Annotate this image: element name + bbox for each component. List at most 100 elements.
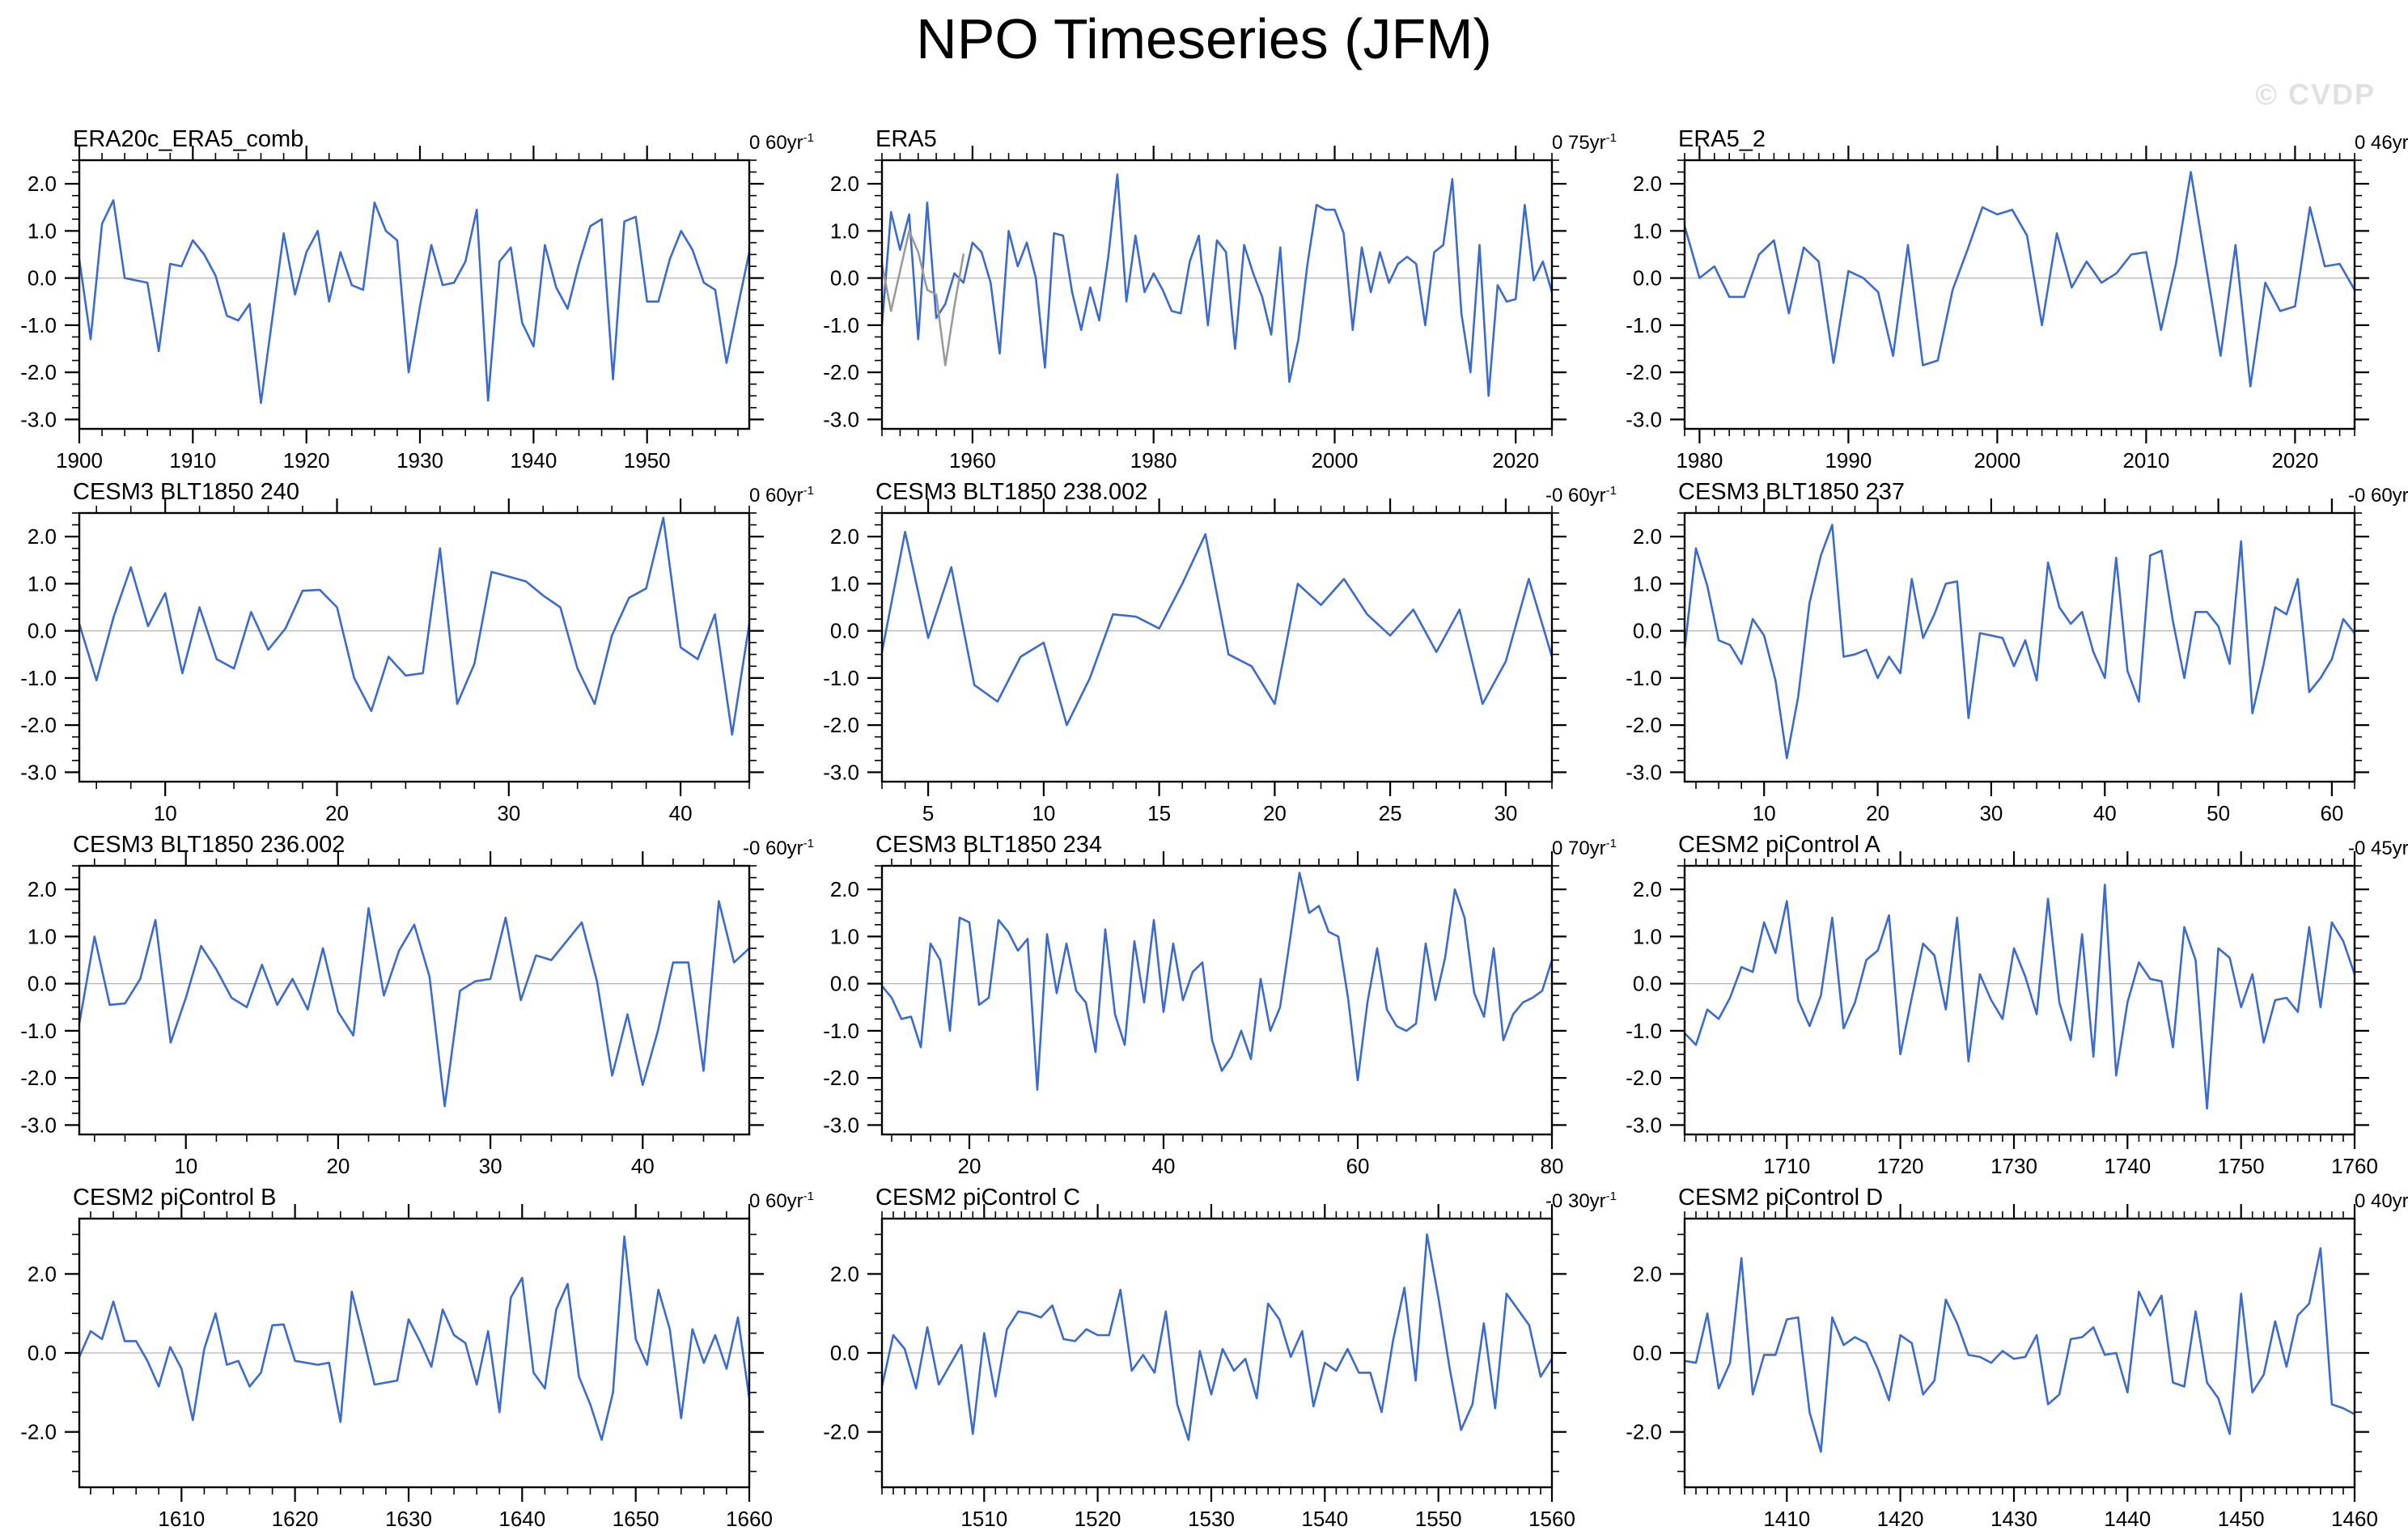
panel-title: CESM2 piControl C: [875, 1185, 1081, 1211]
svg-text:1980: 1980: [1676, 448, 1723, 473]
trend-value: 0: [748, 132, 761, 154]
svg-text:60: 60: [1346, 1154, 1370, 1178]
svg-text:-2.0: -2.0: [20, 360, 57, 384]
panel-title: CESM3 BLT1850 234: [875, 832, 1102, 858]
svg-text:1940: 1940: [510, 448, 557, 473]
svg-text:-3.0: -3.0: [823, 761, 859, 785]
plot-area: 2.0 1.0 0.0 -1.0 -2.0 -3.0 20 40 60 80: [823, 851, 1566, 1178]
svg-text:40: 40: [669, 801, 693, 825]
timeseries-panel-cesm3-blt1850-237: CESM3 BLT1850 237 -0 60yr-1 2.01.00.0-1.…: [1605, 474, 2408, 827]
svg-text:2.0: 2.0: [1633, 172, 1662, 196]
svg-text:2.0: 2.0: [830, 172, 859, 196]
trend-label: 0 75yr-1: [1552, 131, 1617, 155]
trend-value: 0: [2354, 132, 2366, 154]
svg-text:1650: 1650: [613, 1507, 659, 1531]
trend-unit: 60yr: [765, 1190, 803, 1212]
svg-text:10: 10: [1032, 801, 1055, 825]
plot-area: 2.0 1.0 0.0 -1.0 -2.0 -3.0 10 20 30 40: [20, 851, 764, 1178]
svg-text:1760: 1760: [2331, 1154, 2378, 1178]
trend-label: -0 30yr-1: [1545, 1189, 1617, 1213]
panel-title: CESM2 piControl D: [1678, 1185, 1884, 1211]
svg-text:1540: 1540: [1301, 1507, 1348, 1531]
trend-exponent: -1: [1605, 484, 1617, 498]
svg-text:-1.0: -1.0: [823, 1019, 859, 1043]
svg-text:0.0: 0.0: [28, 266, 57, 290]
svg-text:50: 50: [2207, 801, 2230, 825]
svg-text:-2.0: -2.0: [20, 1066, 57, 1090]
svg-text:2.0: 2.0: [1633, 524, 1662, 549]
svg-text:-3.0: -3.0: [823, 408, 859, 432]
svg-text:1610: 1610: [158, 1507, 205, 1531]
trend-unit: 45yr: [2370, 837, 2408, 859]
svg-text:1550: 1550: [1415, 1507, 1462, 1531]
svg-text:2020: 2020: [2271, 448, 2318, 473]
trend-exponent: -1: [803, 837, 814, 850]
trend-unit: 75yr: [1567, 132, 1606, 154]
svg-text:2010: 2010: [2122, 448, 2169, 473]
svg-text:1750: 1750: [2218, 1154, 2265, 1178]
svg-text:-2.0: -2.0: [1626, 1420, 1662, 1444]
svg-text:1660: 1660: [726, 1507, 773, 1531]
svg-text:40: 40: [1152, 1154, 1176, 1178]
svg-text:-1.0: -1.0: [1626, 666, 1662, 690]
panel-title: ERA5: [875, 126, 937, 152]
svg-text:40: 40: [2093, 801, 2117, 825]
trend-label: -0 60yr-1: [1545, 484, 1617, 507]
svg-text:10: 10: [1753, 801, 1776, 825]
svg-text:2000: 2000: [1312, 448, 1359, 473]
svg-text:1440: 1440: [2104, 1507, 2151, 1531]
svg-text:-3.0: -3.0: [1626, 408, 1662, 432]
svg-text:-2.0: -2.0: [1626, 360, 1662, 384]
svg-text:-1.0: -1.0: [823, 313, 859, 337]
svg-text:1.0: 1.0: [830, 219, 859, 244]
svg-text:-3.0: -3.0: [20, 408, 57, 432]
trend-exponent: -1: [803, 131, 814, 145]
svg-text:5: 5: [922, 801, 934, 825]
svg-text:0.0: 0.0: [1633, 619, 1662, 643]
svg-text:1520: 1520: [1075, 1507, 1121, 1531]
svg-text:1980: 1980: [1130, 448, 1177, 473]
trend-value: 0: [1551, 837, 1563, 859]
svg-text:1.0: 1.0: [1633, 925, 1662, 949]
timeseries-panel-cesm3-blt1850-236-002: CESM3 BLT1850 236.002 -0 60yr-1 2.0 1.0 0.…: [0, 827, 814, 1180]
svg-text:0.0: 0.0: [830, 266, 859, 290]
svg-text:-2.0: -2.0: [20, 713, 57, 737]
trend-label: -0 45yr-1: [2348, 837, 2408, 860]
svg-text:2.0: 2.0: [830, 524, 859, 549]
trend-unit: 60yr: [765, 837, 803, 859]
svg-text:1720: 1720: [1877, 1154, 1924, 1178]
svg-text:30: 30: [497, 801, 520, 825]
svg-text:1460: 1460: [2331, 1507, 2378, 1531]
panel-title: CESM2 piControl B: [73, 1185, 277, 1211]
trend-unit: 60yr: [2370, 485, 2408, 507]
trend-unit: 70yr: [1567, 837, 1606, 859]
svg-text:-1.0: -1.0: [20, 1019, 57, 1043]
trend-value: -0: [2347, 485, 2366, 507]
trend-label: -0 60yr-1: [2348, 484, 2408, 507]
svg-text:1620: 1620: [272, 1507, 319, 1531]
svg-text:20: 20: [958, 1154, 981, 1178]
trend-label: 0 60yr-1: [749, 1189, 814, 1213]
svg-text:20: 20: [325, 801, 349, 825]
svg-text:-2.0: -2.0: [823, 1066, 859, 1090]
svg-text:1.0: 1.0: [830, 925, 859, 949]
trend-label: 0 70yr-1: [1552, 837, 1617, 860]
svg-text:40: 40: [631, 1154, 655, 1178]
trend-unit: 46yr: [2370, 132, 2408, 154]
svg-text:25: 25: [1379, 801, 1402, 825]
svg-text:1410: 1410: [1763, 1507, 1810, 1531]
panel-title: CESM3 BLT1850 236.002: [73, 832, 346, 858]
svg-text:-3.0: -3.0: [20, 1113, 57, 1138]
svg-text:-2.0: -2.0: [823, 360, 859, 384]
timeseries-panel-cesm2-picontrol-b: CESM2 piControl B 0 60yr-1 2.0 0.0 -2.0 161…: [0, 1180, 814, 1533]
svg-text:1430: 1430: [1990, 1507, 2037, 1531]
svg-text:2.0: 2.0: [1633, 1262, 1662, 1287]
plot-area: 2.0 0.0 -2.0 1410 1420 1430 1440 1450 1460: [1626, 1204, 2378, 1531]
svg-text:0.0: 0.0: [830, 1341, 859, 1365]
svg-text:1.0: 1.0: [830, 572, 859, 596]
trend-value: 0: [748, 485, 761, 507]
svg-text:-3.0: -3.0: [1626, 761, 1662, 785]
plot-area: 2.0 1.0 0.0 -1.0 -2.0 -3.0 1710 1720 1730 1740 175…: [1626, 851, 2378, 1178]
svg-text:0.0: 0.0: [830, 619, 859, 643]
svg-text:1.0: 1.0: [1633, 219, 1662, 244]
